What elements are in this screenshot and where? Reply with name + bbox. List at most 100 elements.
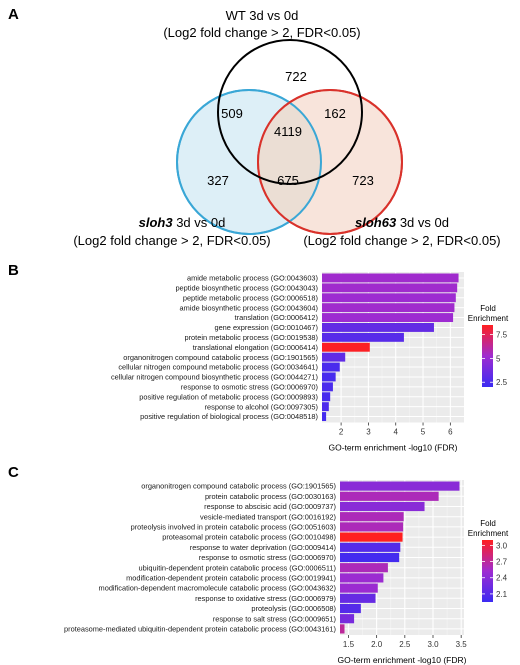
bar: [340, 614, 355, 624]
bar: [340, 552, 400, 563]
legend-colorbar: [482, 325, 493, 387]
bar-chart-c: organonitrogen compound catabolic proces…: [64, 480, 509, 665]
category-label: translational elongation (GO:0006414): [193, 343, 318, 352]
x-tick-label: 4: [394, 428, 399, 437]
category-label: response to abscisic acid (GO:0009737): [204, 502, 336, 511]
venn-circle-sloh3-outline: [176, 89, 322, 235]
category-label: response to salt stress (GO:0009651): [213, 614, 336, 623]
legend-title: Enrichment: [468, 314, 509, 323]
bar: [322, 412, 327, 422]
x-tick-label: 5: [421, 428, 426, 437]
x-axis-label: GO-term enrichment -log10 (FDR): [329, 443, 458, 453]
bar: [322, 362, 340, 372]
category-label: proteasome-mediated ubiquitin-dependent …: [64, 625, 336, 634]
category-label: response to osmotic stress (GO:0006970): [199, 553, 336, 562]
bar: [340, 583, 378, 593]
bar: [340, 512, 404, 522]
legend-title: Enrichment: [468, 529, 509, 538]
category-label: proteolysis (GO:0006508): [251, 604, 336, 613]
legend-colorbar: [482, 540, 493, 602]
venn-circle-sloh63-outline: [257, 89, 403, 235]
x-tick-label: 3.5: [456, 640, 468, 649]
category-label: proteasomal protein catabolic process (G…: [162, 533, 336, 542]
bar: [322, 382, 333, 392]
bar: [322, 342, 370, 352]
bar: [322, 392, 331, 402]
panel-a-letter: A: [8, 6, 19, 23]
bar: [322, 372, 336, 382]
legend-tick-label: 5: [496, 354, 501, 363]
category-label: peptide metabolic process (GO:0006518): [183, 293, 318, 302]
category-label: ubiquitin-dependent protein catabolic pr…: [139, 563, 336, 572]
venn-count-sloh63-only: 723: [352, 173, 374, 188]
category-label: response to alcohol (GO:0097305): [205, 402, 318, 411]
bar: [322, 352, 346, 362]
category-label: positive regulation of biological proces…: [140, 412, 318, 421]
x-tick-label: 3.0: [427, 640, 439, 649]
venn-set-sloh63-title: sloh63 3d vs 0d: [355, 215, 449, 230]
venn-set-wt-title: WT 3d vs 0d: [226, 8, 299, 23]
venn-count-wt-only: 722: [285, 69, 307, 84]
bar: [340, 593, 376, 603]
legend-tick-label: 2.1: [496, 590, 508, 599]
category-label: response to oxidative stress (GO:0006979…: [195, 594, 336, 603]
category-label: response to osmotic stress (GO:0006970): [181, 382, 318, 391]
bar: [340, 481, 460, 491]
legend-tick-label: 2.5: [496, 378, 508, 387]
panel-b-letter: B: [8, 262, 19, 279]
legend-tick-label: 2.7: [496, 558, 508, 567]
venn-set-sloh3-title: sloh3 3d vs 0d: [139, 215, 226, 230]
category-label: protein catabolic process (GO:0030163): [205, 492, 336, 501]
x-tick-label: 1.5: [343, 640, 355, 649]
category-label: cellular nitrogen compound biosynthetic …: [111, 373, 318, 382]
legend-title: Fold: [480, 304, 496, 313]
venn-count-wt-sloh63: 162: [324, 106, 346, 121]
venn-set-sloh3-subtitle: (Log2 fold change > 2, FDR<0.05): [73, 233, 270, 248]
category-label: gene expression (GO:0010467): [214, 323, 318, 332]
category-label: amide metabolic process (GO:0043603): [187, 274, 318, 283]
panel-c-letter: C: [8, 464, 19, 481]
category-label: peptide biosynthetic process (GO:0043043…: [175, 283, 318, 292]
x-tick-label: 3: [366, 428, 371, 437]
category-label: response to water deprivation (GO:000941…: [190, 543, 336, 552]
bar: [322, 273, 459, 283]
bar: [340, 532, 403, 542]
bar: [340, 563, 388, 573]
venn-count-wt-sloh3: 509: [221, 106, 243, 121]
category-label: organonitrogen compound catabolic proces…: [141, 482, 336, 491]
category-label: organonitrogen compound catabolic proces…: [123, 353, 318, 362]
category-label: vesicle-mediated transport (GO:0016192): [200, 512, 336, 521]
bar: [340, 603, 361, 614]
category-label: cellular nitrogen compound metabolic pro…: [118, 363, 318, 372]
x-tick-label: 2.0: [371, 640, 383, 649]
bar: [340, 491, 439, 501]
bar: [322, 402, 329, 412]
bar-chart-b: amide metabolic process (GO:0043603)pept…: [111, 272, 509, 453]
venn-count-sloh3-only: 327: [207, 173, 229, 188]
bar: [322, 293, 456, 303]
category-label: modification-dependent macromolecule cat…: [99, 584, 336, 593]
bar: [340, 624, 345, 634]
x-tick-label: 2: [339, 428, 344, 437]
venn-set-wt-subtitle: (Log2 fold change > 2, FDR<0.05): [163, 25, 360, 40]
venn-circle-wt: [217, 39, 363, 185]
bar: [322, 283, 458, 293]
category-label: modification-dependent protein catabolic…: [126, 574, 336, 583]
venn-diagram: WT 3d vs 0d (Log2 fold change > 2, FDR<0…: [73, 8, 500, 248]
category-label: protein metabolic process (GO:0019538): [184, 333, 318, 342]
venn-overlap-sloh3-sloh63: [258, 102, 321, 222]
category-label: translation (GO:0006412): [235, 313, 318, 322]
category-label: amide biosynthetic process (GO:0043604): [180, 303, 318, 312]
bar: [340, 542, 401, 552]
x-tick-label: 2.5: [399, 640, 411, 649]
bar: [322, 313, 454, 323]
category-label: proteolysis involved in protein cataboli…: [131, 523, 336, 532]
bar: [340, 522, 404, 532]
venn-count-all-three: 4119: [274, 124, 302, 139]
x-tick-label: 6: [448, 428, 453, 437]
venn-set-sloh63-subtitle: (Log2 fold change > 2, FDR<0.05): [303, 233, 500, 248]
bar: [340, 501, 425, 512]
x-axis-label: GO-term enrichment -log10 (FDR): [338, 655, 467, 665]
legend-title: Fold: [480, 519, 496, 528]
bar: [322, 322, 434, 332]
